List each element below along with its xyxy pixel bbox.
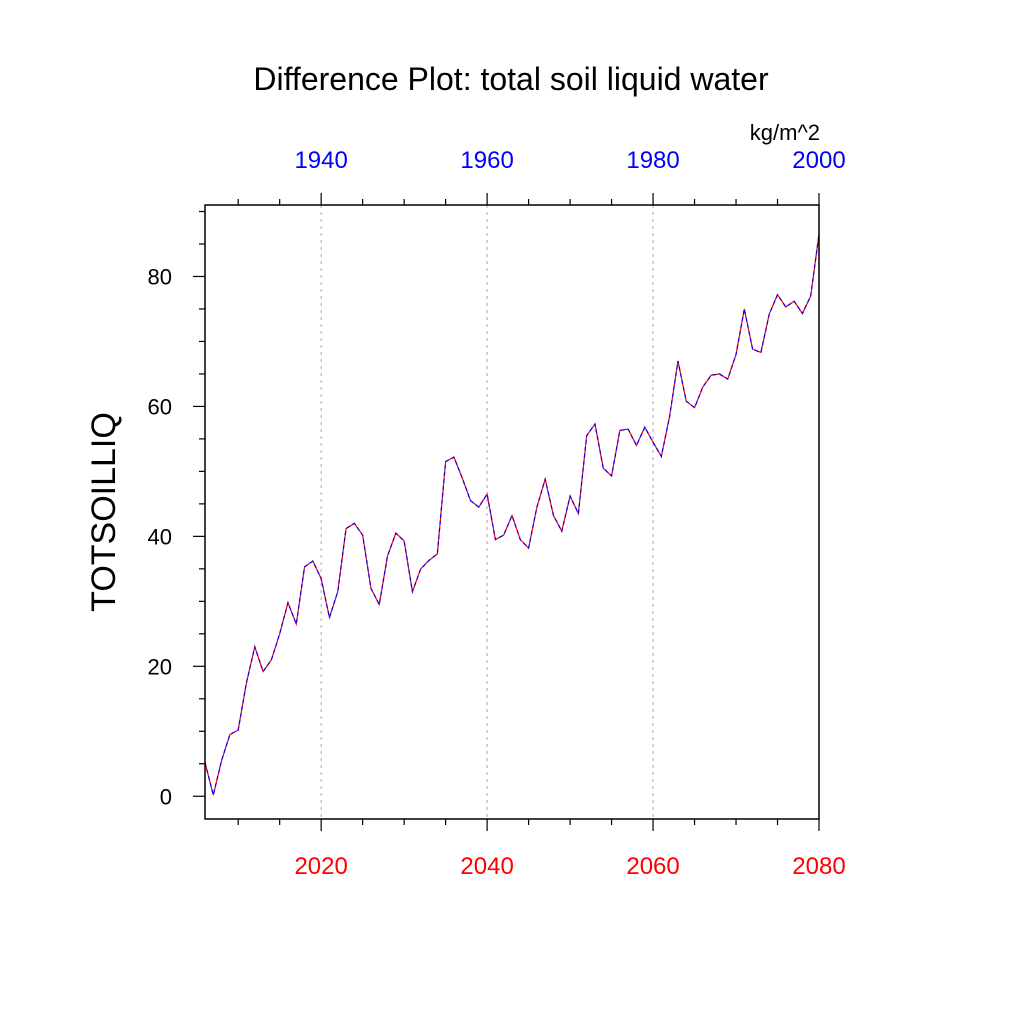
bottom-x-tick-label-2060: 2060 [626, 853, 679, 880]
y-tick-label-60: 60 [148, 394, 172, 419]
y-axis-label: TOTSOILLIQ [85, 412, 123, 612]
bottom-x-tick-label-2020: 2020 [294, 853, 347, 880]
data-series [204, 234, 820, 796]
chart-title: Difference Plot: total soil liquid water [253, 61, 769, 97]
top-x-tick-label-1940: 1940 [294, 147, 347, 174]
y-tick-label-40: 40 [148, 524, 172, 549]
axis-ticks [193, 193, 820, 831]
top-x-tick-label-1960: 1960 [460, 147, 513, 174]
bottom-x-tick-label-2080: 2080 [792, 853, 845, 880]
y-tick-label-20: 20 [148, 654, 172, 679]
series-line-blue [204, 234, 820, 796]
gridlines [320, 205, 654, 819]
bottom-x-tick-label-2040: 2040 [460, 853, 513, 880]
top-x-tick-label-2000: 2000 [792, 147, 845, 174]
plot-frame [204, 204, 820, 820]
y-tick-label-0: 0 [160, 784, 172, 809]
y-tick-label-80: 80 [148, 264, 172, 289]
top-x-tick-label-1980: 1980 [626, 147, 679, 174]
units-label: kg/m^2 [750, 120, 820, 145]
